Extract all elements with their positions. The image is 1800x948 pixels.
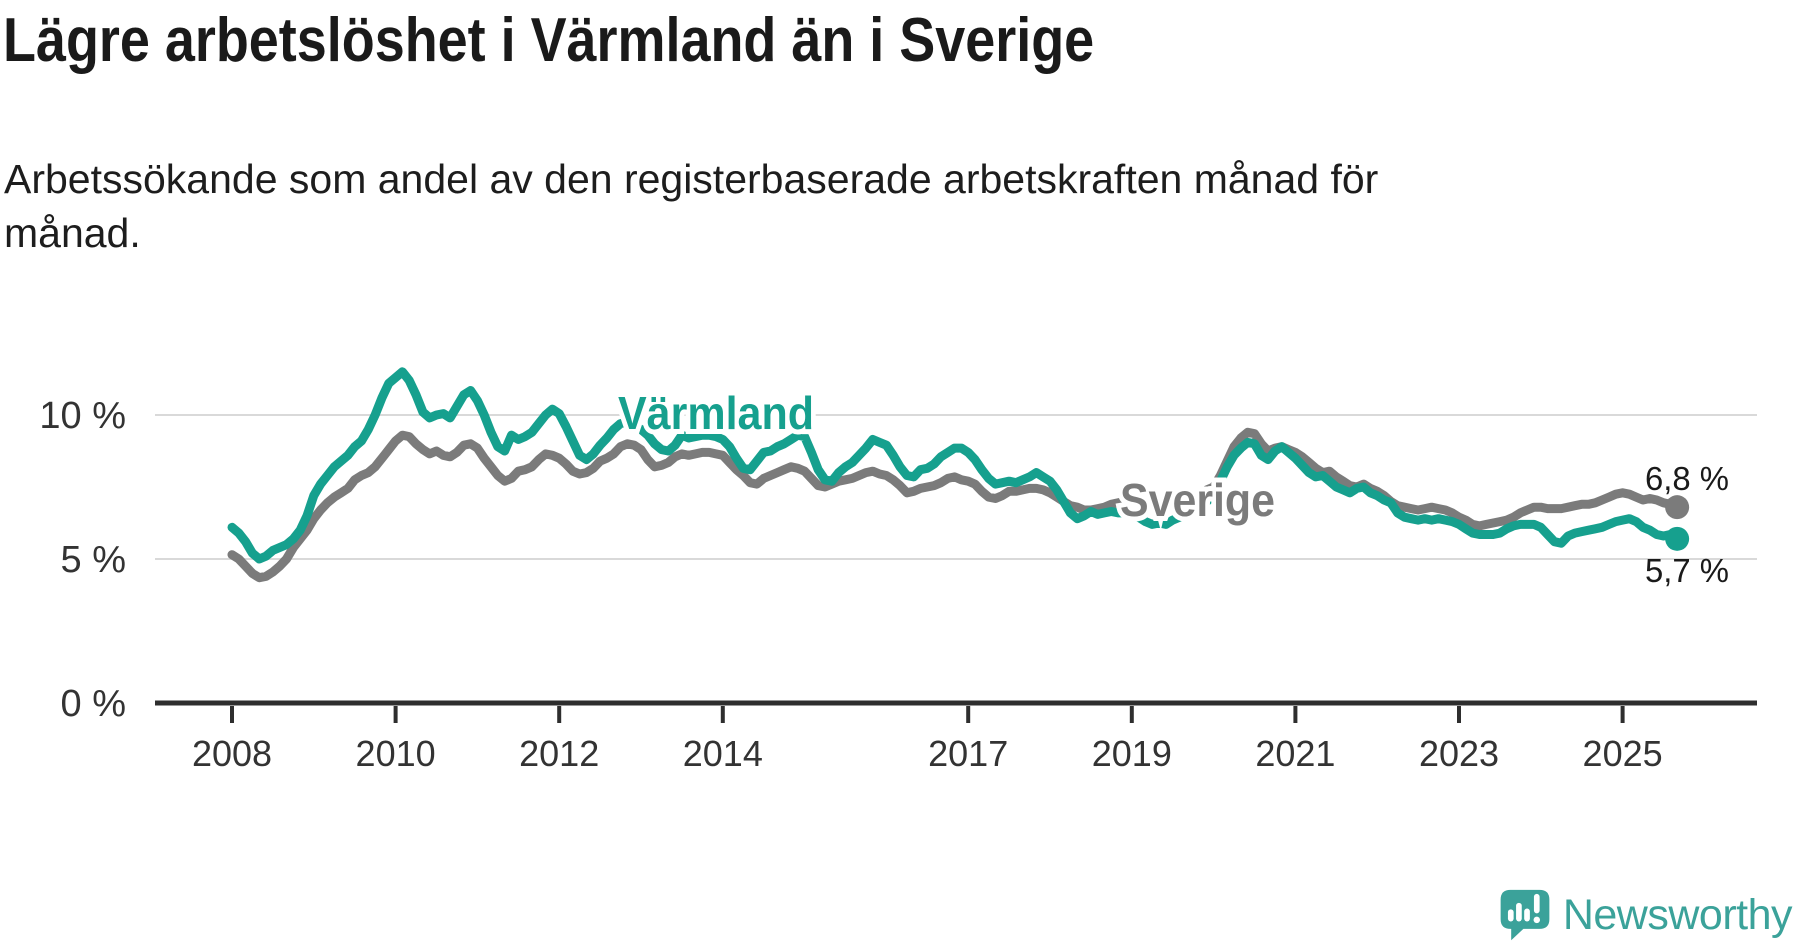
- x-tick-label-2025: 2025: [1583, 733, 1663, 774]
- exclamation-stem: [1533, 893, 1540, 914]
- bar-2: [1515, 902, 1522, 922]
- newsworthy-logo: Newsworthy: [1499, 888, 1793, 942]
- x-tick-label-2010: 2010: [356, 733, 436, 774]
- x-tick-label-2021: 2021: [1255, 733, 1335, 774]
- sverige-end-value-label: 6,8 %: [1645, 460, 1729, 497]
- y-tick-label-0: 0 %: [61, 683, 126, 725]
- newsworthy-wordmark: Newsworthy: [1562, 890, 1793, 939]
- värmland-line: [227, 367, 1682, 564]
- x-tick-label-2014: 2014: [683, 733, 763, 774]
- värmland-end-value-label: 5,7 %: [1645, 552, 1729, 589]
- newsworthy-icon: [1500, 889, 1550, 941]
- bar-1: [1507, 909, 1514, 922]
- x-tick-label-2012: 2012: [519, 733, 599, 774]
- sverige-end-dot: [1665, 495, 1690, 520]
- subtitle-line-1: Arbetssökande som andel av den registerb…: [4, 156, 1379, 202]
- x-tick-label-2019: 2019: [1092, 733, 1172, 774]
- subtitle-line-2: månad.: [4, 210, 141, 256]
- page-subtitle: Arbetssökande som andel av den registerb…: [4, 152, 1378, 260]
- y-tick-label-10: 10 %: [39, 395, 126, 437]
- x-tick-label-2017: 2017: [928, 733, 1008, 774]
- värmland-series-label: Värmland: [618, 387, 814, 439]
- sverige-line: [227, 427, 1682, 583]
- sverige-series-label: Sverige: [1120, 474, 1275, 526]
- y-tick-label-5: 5 %: [61, 539, 126, 581]
- x-tick-label-2008: 2008: [192, 733, 272, 774]
- värmland-end-dot: [1665, 526, 1690, 551]
- page-title: Lägre arbetslöshet i Värmland än i Sveri…: [3, 6, 1095, 75]
- x-tick-label-2023: 2023: [1419, 733, 1499, 774]
- bar-3: [1524, 908, 1530, 922]
- exclamation-dot: [1533, 916, 1540, 924]
